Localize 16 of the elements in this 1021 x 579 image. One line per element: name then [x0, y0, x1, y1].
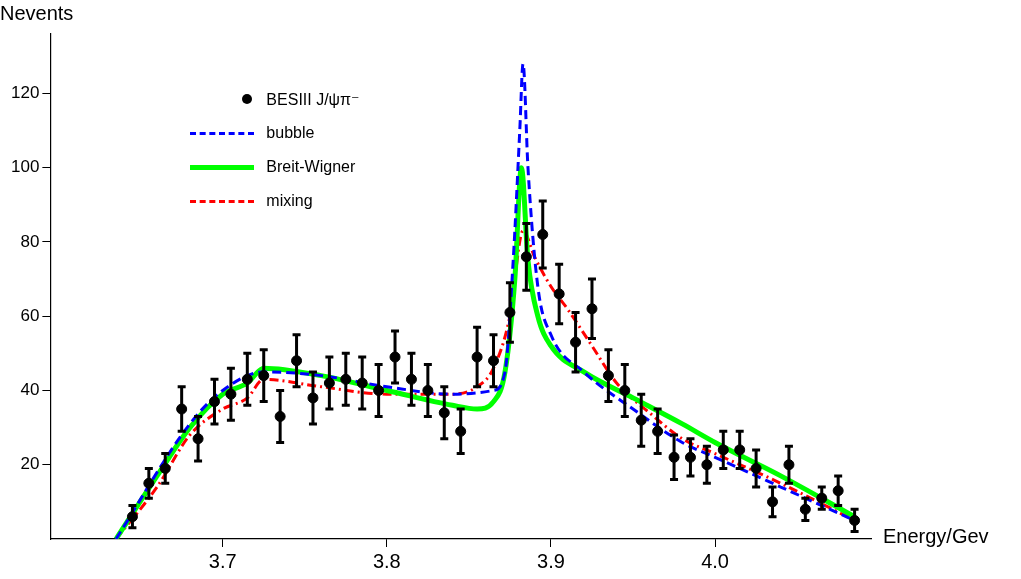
y-tick-label: 120	[10, 83, 40, 103]
y-tick-label: 100	[10, 157, 40, 177]
x-tick-label: 4.0	[701, 549, 729, 572]
legend-label: bubble	[266, 124, 315, 142]
legend-label: Breit-Wigner	[266, 158, 356, 176]
y-tick-label: 80	[20, 231, 40, 251]
y-tick-label: 20	[20, 454, 40, 474]
x-axis-title: Energy/Gev	[883, 524, 989, 547]
y-tick-label: 40	[20, 380, 40, 400]
legend-label: BESIII J/ψπ⁻	[266, 89, 360, 109]
y-tick-label: 60	[20, 305, 40, 325]
x-tick-label: 3.8	[372, 549, 401, 572]
legend-label: mixing	[266, 192, 313, 210]
x-tick-label: 3.7	[208, 549, 237, 572]
x-tick-label: 3.9	[537, 549, 565, 572]
y-axis-title: Nevents	[0, 1, 74, 24]
